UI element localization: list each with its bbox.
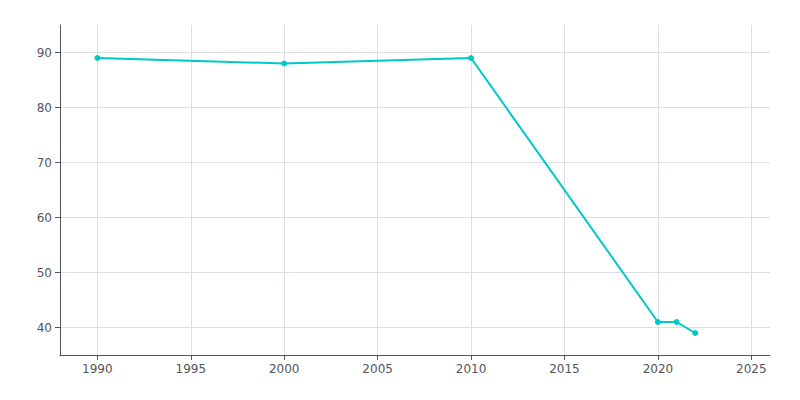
svg-text:2025: 2025 — [736, 362, 767, 376]
svg-text:1995: 1995 — [176, 362, 207, 376]
svg-text:40: 40 — [37, 321, 52, 335]
svg-text:2005: 2005 — [362, 362, 393, 376]
svg-text:1990: 1990 — [82, 362, 113, 376]
svg-text:60: 60 — [37, 211, 52, 225]
svg-text:2010: 2010 — [456, 362, 487, 376]
svg-text:80: 80 — [37, 101, 52, 115]
svg-text:90: 90 — [37, 46, 52, 60]
svg-text:50: 50 — [37, 266, 52, 280]
svg-text:2020: 2020 — [643, 362, 674, 376]
svg-text:2000: 2000 — [269, 362, 300, 376]
svg-text:70: 70 — [37, 156, 52, 170]
svg-text:2015: 2015 — [549, 362, 580, 376]
